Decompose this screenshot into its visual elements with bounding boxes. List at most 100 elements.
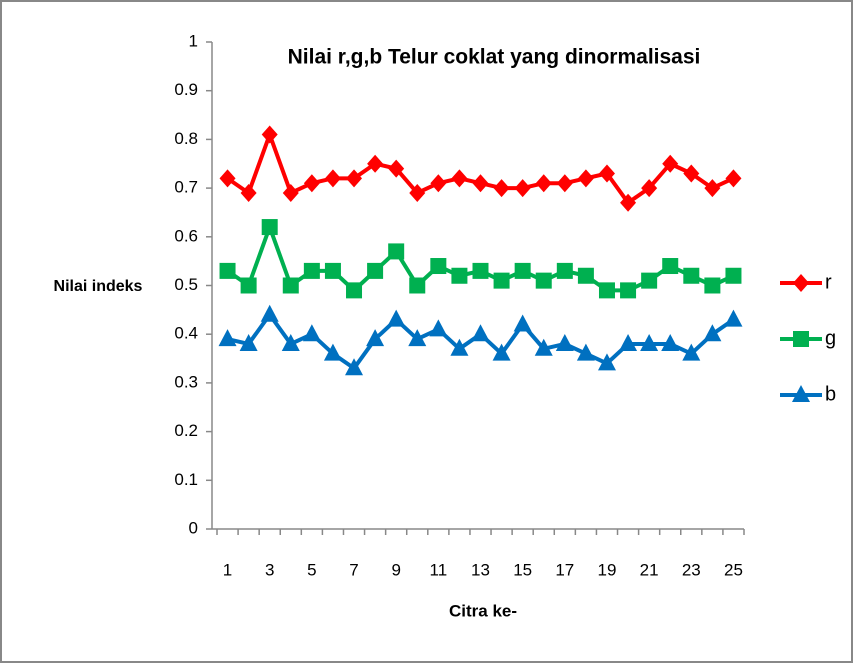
data-point bbox=[430, 174, 447, 193]
data-point bbox=[323, 343, 342, 361]
data-point bbox=[303, 262, 320, 279]
data-point bbox=[219, 262, 236, 279]
data-point bbox=[302, 324, 321, 342]
data-point bbox=[346, 169, 363, 188]
data-point bbox=[513, 314, 532, 332]
data-point bbox=[409, 183, 426, 202]
x-tick-label: 15 bbox=[513, 560, 532, 579]
data-point bbox=[324, 262, 341, 279]
data-point bbox=[620, 282, 637, 299]
data-point bbox=[408, 329, 427, 347]
data-point bbox=[429, 319, 448, 337]
data-point bbox=[661, 333, 680, 351]
data-point bbox=[577, 169, 594, 188]
data-point bbox=[240, 183, 257, 202]
x-tick-label: 25 bbox=[724, 560, 743, 579]
data-point bbox=[451, 169, 468, 188]
data-point bbox=[261, 125, 278, 144]
data-point bbox=[597, 353, 616, 371]
data-point bbox=[535, 272, 552, 289]
data-point bbox=[324, 169, 341, 188]
data-point bbox=[577, 267, 594, 284]
data-point bbox=[346, 282, 363, 299]
x-axis-label: Citra ke- bbox=[449, 601, 517, 620]
data-point bbox=[345, 358, 364, 376]
legend-label: g bbox=[825, 327, 836, 349]
y-tick-label: 0.2 bbox=[174, 421, 198, 440]
data-point bbox=[514, 179, 531, 198]
data-point bbox=[641, 179, 658, 198]
data-point bbox=[282, 277, 299, 294]
x-tick-label: 5 bbox=[307, 560, 316, 579]
data-point bbox=[598, 282, 615, 299]
chart-title: Nilai r,g,b Telur coklat yang dinormalis… bbox=[288, 46, 701, 69]
data-point bbox=[471, 324, 490, 342]
x-tick-label: 7 bbox=[349, 560, 358, 579]
data-point bbox=[683, 164, 700, 183]
data-point bbox=[641, 272, 658, 289]
data-point bbox=[620, 193, 637, 212]
legend-marker bbox=[792, 385, 810, 402]
legend-label: r bbox=[825, 271, 832, 293]
data-point bbox=[450, 338, 469, 356]
x-tick-label: 13 bbox=[471, 560, 490, 579]
x-tick-label: 17 bbox=[555, 560, 574, 579]
data-point bbox=[451, 267, 468, 284]
data-point bbox=[704, 277, 721, 294]
legend-label: b bbox=[825, 383, 836, 405]
data-point bbox=[240, 277, 257, 294]
data-point bbox=[492, 343, 511, 361]
data-point bbox=[218, 329, 237, 347]
data-point bbox=[303, 174, 320, 193]
legend-marker bbox=[793, 331, 809, 347]
y-tick-label: 0.8 bbox=[174, 129, 198, 148]
data-point bbox=[703, 324, 722, 342]
data-point bbox=[260, 304, 279, 322]
data-point bbox=[219, 169, 236, 188]
data-point bbox=[472, 262, 489, 279]
data-point bbox=[493, 272, 510, 289]
data-point bbox=[640, 333, 659, 351]
data-point bbox=[662, 258, 679, 275]
data-point bbox=[556, 262, 573, 279]
data-point bbox=[388, 243, 405, 260]
data-point bbox=[556, 174, 573, 193]
data-point bbox=[472, 174, 489, 193]
data-point bbox=[514, 262, 531, 279]
y-tick-label: 0.9 bbox=[174, 80, 198, 99]
data-point bbox=[535, 174, 552, 193]
x-tick-label: 1 bbox=[223, 560, 232, 579]
data-point bbox=[598, 164, 615, 183]
data-point bbox=[725, 267, 742, 284]
y-tick-label: 0.5 bbox=[174, 275, 198, 294]
data-point bbox=[366, 329, 385, 347]
data-point bbox=[725, 169, 742, 188]
y-axis-label: Nilai indeks bbox=[54, 278, 143, 295]
data-point bbox=[387, 309, 406, 327]
data-point bbox=[493, 179, 510, 198]
legend-marker bbox=[793, 274, 809, 292]
data-point bbox=[662, 154, 679, 173]
data-point bbox=[409, 277, 426, 294]
x-tick-label: 23 bbox=[682, 560, 701, 579]
x-tick-label: 19 bbox=[598, 560, 617, 579]
data-point bbox=[576, 343, 595, 361]
x-tick-label: 21 bbox=[640, 560, 659, 579]
x-tick-label: 9 bbox=[391, 560, 400, 579]
data-point bbox=[281, 333, 300, 351]
y-tick-label: 0 bbox=[189, 518, 198, 537]
data-point bbox=[555, 333, 574, 351]
y-tick-label: 0.1 bbox=[174, 470, 198, 489]
y-tick-label: 0.6 bbox=[174, 226, 198, 245]
data-point bbox=[388, 159, 405, 178]
x-tick-label: 3 bbox=[265, 560, 274, 579]
data-point bbox=[619, 333, 638, 351]
data-point bbox=[534, 338, 553, 356]
data-point bbox=[682, 343, 701, 361]
data-point bbox=[683, 267, 700, 284]
y-tick-label: 0.3 bbox=[174, 372, 198, 391]
x-tick-label: 11 bbox=[430, 560, 448, 579]
y-tick-label: 0.7 bbox=[174, 178, 198, 197]
